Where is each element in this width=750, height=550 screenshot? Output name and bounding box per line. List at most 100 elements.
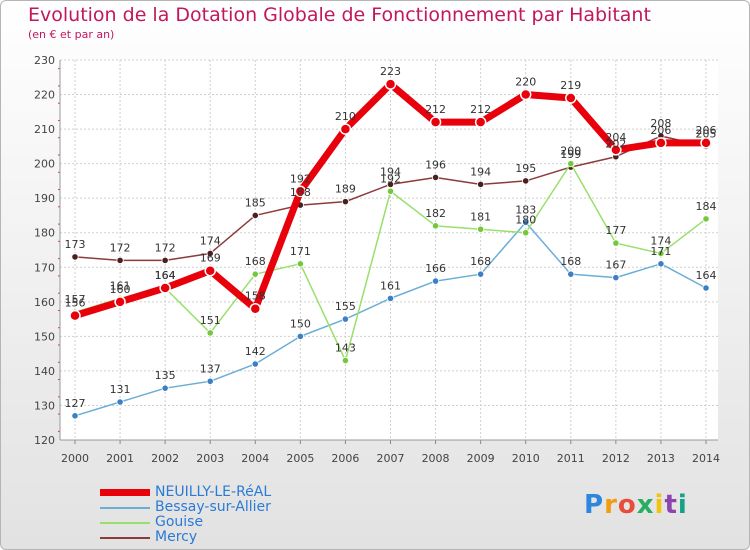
data-point [386,187,395,195]
data-label: 212 [470,103,491,116]
data-point [71,253,79,261]
data-point [567,160,575,168]
data-label: 160 [110,283,131,296]
x-tick-label: 2006 [331,452,359,465]
data-label: 158 [245,290,266,303]
data-point [339,123,352,135]
data-point [161,384,169,392]
data-label: 157 [65,293,86,306]
logo-letter: r [604,490,618,520]
data-point [565,92,577,104]
x-tick-label: 2007 [377,452,405,465]
data-point [206,329,214,337]
data-label: 204 [605,131,626,144]
data-label: 142 [245,345,266,358]
data-point [477,270,485,278]
data-label: 208 [650,117,671,130]
data-label: 189 [335,183,356,196]
data-point [294,185,307,198]
logo-letter: i [654,490,665,520]
data-label: 210 [335,110,356,123]
y-tick-label: 230 [34,54,55,67]
data-point [116,256,124,264]
data-point [251,211,259,220]
x-tick-label: 2010 [512,452,540,465]
data-label: 188 [290,186,311,199]
data-label: 182 [425,207,446,220]
logo-letter: o [617,490,637,520]
data-label: 185 [245,196,266,209]
data-label: 164 [696,269,717,282]
y-tick-label: 200 [34,158,55,171]
data-label: 192 [290,172,311,185]
y-tick-label: 140 [34,365,55,378]
data-label: 202 [605,138,626,151]
legend-item-neuilly[interactable]: NEUILLY-LE-RéAL [100,484,340,500]
data-label: 219 [560,79,581,92]
data-label: 161 [380,279,401,292]
data-point [341,356,350,365]
y-tick-label: 120 [34,434,55,447]
data-label: 199 [560,148,581,161]
data-point [386,294,395,302]
data-label: 172 [155,241,176,254]
logo-letter: P [584,490,605,520]
data-label: 206 [696,124,717,137]
data-label: 220 [515,76,536,89]
y-tick-label: 150 [34,330,55,343]
logo-letter: t [664,490,678,520]
data-point [429,116,442,128]
data-label: 200 [560,145,581,158]
data-label: 131 [110,383,131,396]
data-point [657,260,665,268]
data-point [431,277,440,285]
data-point [386,180,395,188]
data-label: 194 [470,165,491,178]
data-point [477,180,485,188]
data-label: 151 [200,314,221,327]
x-tick-label: 2000 [61,452,89,465]
data-label: 172 [110,241,131,254]
data-point [161,256,169,264]
legend-swatch-mercy [100,537,150,539]
data-label: 195 [515,162,536,175]
y-tick-label: 220 [34,89,55,102]
data-point [249,302,262,315]
y-tick-label: 170 [34,261,55,274]
data-point [700,137,712,149]
data-label: 168 [560,255,581,268]
data-point [519,88,532,101]
data-label: 143 [335,342,356,355]
data-label: 137 [200,362,221,375]
data-point [296,332,304,340]
data-label: 205 [696,127,717,140]
data-label: 127 [65,397,86,410]
y-tick-label: 130 [34,399,55,412]
data-point [296,260,304,268]
legend-label-gouise: Gouise [155,514,204,530]
x-tick-label: 2014 [692,452,720,465]
data-point [477,225,485,233]
data-point [204,264,216,277]
data-label: 171 [650,245,671,258]
y-tick-label: 190 [34,192,55,205]
data-point [610,144,622,156]
data-label: 184 [696,200,717,213]
data-point [702,284,710,292]
legend-item-bessay[interactable]: Bessay-sur-Allier [100,499,340,515]
data-point [159,282,171,294]
data-point [251,270,259,278]
data-point [655,137,667,149]
chart-title: Evolution de la Dotation Globale de Fonc… [28,4,651,26]
legend-item-mercy[interactable]: Mercy [100,529,340,545]
data-label: 194 [380,165,401,178]
data-label: 212 [425,103,446,116]
data-label: 135 [155,369,176,382]
legend-swatch-gouise [100,522,150,524]
plot-area [60,60,718,440]
logo-letter: x [636,490,655,520]
data-label: 164 [155,269,176,282]
legend-label-neuilly: NEUILLY-LE-RéAL [155,484,272,500]
legend-item-gouise[interactable]: Gouise [100,514,340,530]
